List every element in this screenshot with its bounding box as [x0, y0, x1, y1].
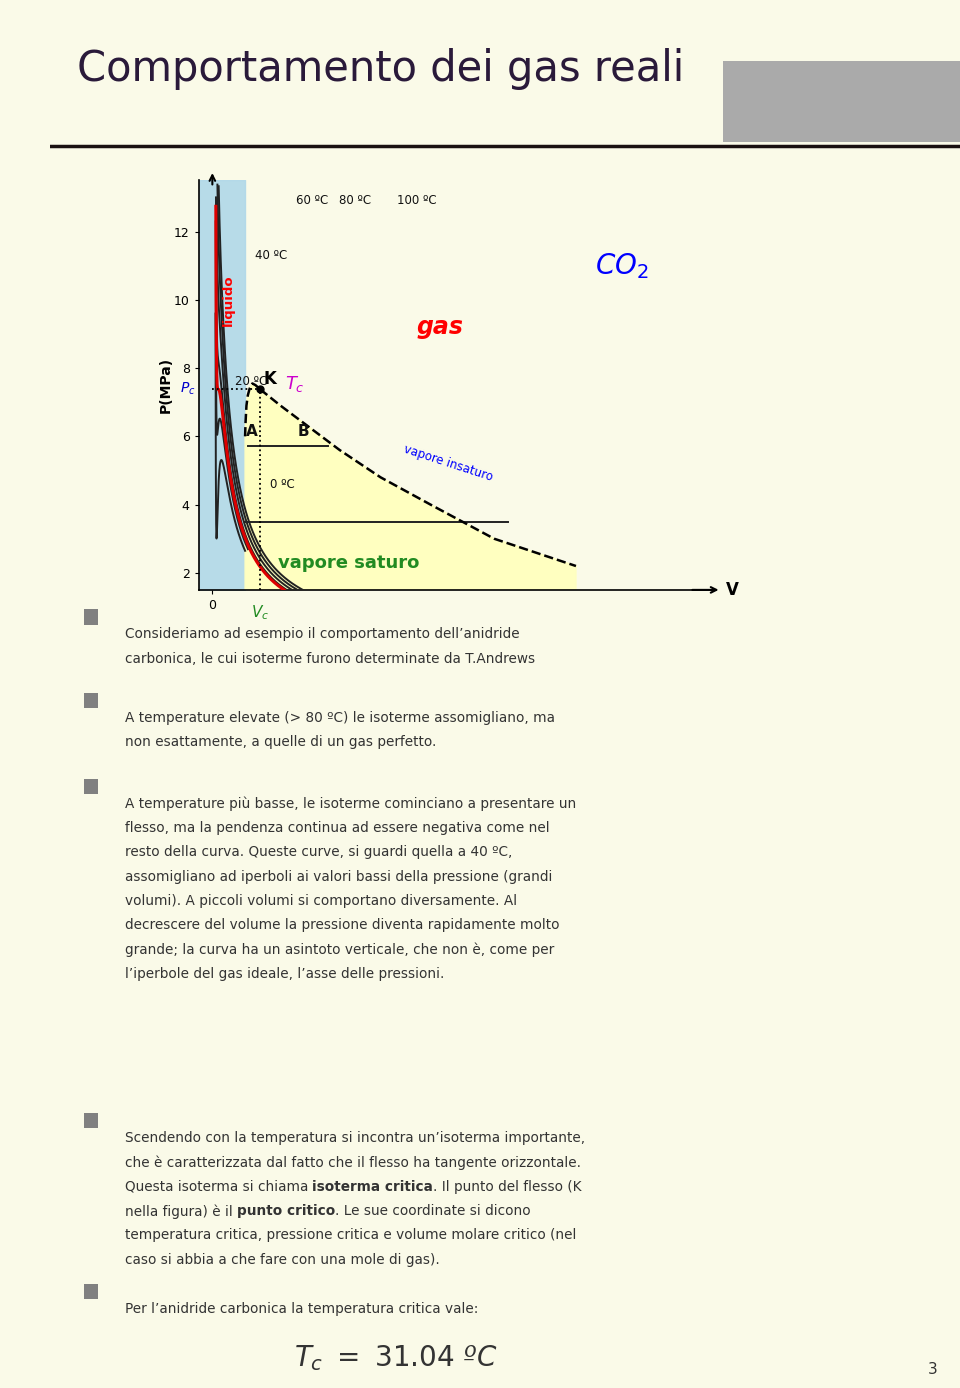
Text: Consideriamo ad esempio il comportamento dell’anidride: Consideriamo ad esempio il comportamento…: [125, 627, 519, 641]
Text: 60 ºC: 60 ºC: [297, 194, 328, 207]
Text: . Le sue coordinate si dicono: . Le sue coordinate si dicono: [335, 1205, 531, 1219]
FancyBboxPatch shape: [84, 693, 98, 708]
Text: flesso, ma la pendenza continua ad essere negativa come nel: flesso, ma la pendenza continua ad esser…: [125, 822, 549, 836]
Text: vapore insaturo: vapore insaturo: [402, 443, 495, 484]
Text: Per l’anidride carbonica la temperatura critica vale:: Per l’anidride carbonica la temperatura …: [125, 1302, 478, 1316]
FancyBboxPatch shape: [84, 779, 98, 794]
Text: A temperature elevate (> 80 ºC) le isoterme assomigliano, ma: A temperature elevate (> 80 ºC) le isote…: [125, 711, 555, 725]
Y-axis label: P(MPa): P(MPa): [158, 357, 173, 414]
Text: nella figura) è il: nella figura) è il: [125, 1205, 237, 1219]
Text: vapore saturo: vapore saturo: [278, 554, 420, 572]
FancyBboxPatch shape: [724, 61, 960, 142]
Text: 40 ºC: 40 ºC: [255, 248, 288, 262]
Text: V: V: [726, 582, 739, 598]
Text: punto critico: punto critico: [237, 1205, 335, 1219]
Text: gas: gas: [416, 315, 463, 339]
Text: $CO_2$: $CO_2$: [594, 251, 648, 280]
Text: 0 ºC: 0 ºC: [271, 477, 295, 490]
Text: l’iperbole del gas ideale, l’asse delle pressioni.: l’iperbole del gas ideale, l’asse delle …: [125, 966, 444, 981]
Text: temperatura critica, pressione critica e volume molare critico (nel: temperatura critica, pressione critica e…: [125, 1228, 576, 1242]
FancyBboxPatch shape: [84, 1113, 98, 1128]
Text: volumi). A piccoli volumi si comportano diversamente. Al: volumi). A piccoli volumi si comportano …: [125, 894, 516, 908]
Text: Questa isoterma si chiama: Questa isoterma si chiama: [125, 1180, 312, 1194]
Text: Comportamento dei gas reali: Comportamento dei gas reali: [77, 49, 684, 90]
Text: $T_c\ =\ 31.04\ ºC$: $T_c\ =\ 31.04\ ºC$: [294, 1344, 497, 1373]
Text: B: B: [298, 423, 309, 439]
Text: caso si abbia a che fare con una mole di gas).: caso si abbia a che fare con una mole di…: [125, 1253, 440, 1267]
Text: carbonica, le cui isoterme furono determinate da T.Andrews: carbonica, le cui isoterme furono determ…: [125, 652, 535, 666]
Text: che è caratterizzata dal fatto che il flesso ha tangente orizzontale.: che è caratterizzata dal fatto che il fl…: [125, 1155, 581, 1170]
Text: K: K: [264, 371, 276, 389]
Text: 80 ºC: 80 ºC: [340, 194, 372, 207]
Text: $T_c$: $T_c$: [285, 375, 305, 394]
Text: 20 ºC: 20 ºC: [235, 375, 267, 389]
Text: Scendendo con la temperatura si incontra un’isoterma importante,: Scendendo con la temperatura si incontra…: [125, 1131, 585, 1145]
Text: decrescere del volume la pressione diventa rapidamente molto: decrescere del volume la pressione diven…: [125, 919, 559, 933]
Polygon shape: [245, 383, 576, 590]
FancyBboxPatch shape: [84, 1284, 98, 1299]
Text: 100 ºC: 100 ºC: [397, 194, 437, 207]
Text: $V_c$: $V_c$: [251, 604, 269, 622]
Text: assomigliano ad iperboli ai valori bassi della pressione (grandi: assomigliano ad iperboli ai valori bassi…: [125, 869, 552, 884]
Text: . Il punto del flesso (K: . Il punto del flesso (K: [433, 1180, 582, 1194]
Text: A temperature più basse, le isoterme cominciano a presentare un: A temperature più basse, le isoterme com…: [125, 797, 576, 811]
FancyBboxPatch shape: [84, 609, 98, 625]
Text: isoterma critica: isoterma critica: [312, 1180, 433, 1194]
Text: liquido: liquido: [222, 273, 235, 326]
Text: 3: 3: [927, 1362, 937, 1377]
Text: A: A: [246, 423, 258, 439]
Text: $P_c$: $P_c$: [180, 382, 195, 397]
Text: resto della curva. Queste curve, si guardi quella a 40 ºC,: resto della curva. Queste curve, si guar…: [125, 845, 512, 859]
Text: non esattamente, a quelle di un gas perfetto.: non esattamente, a quelle di un gas perf…: [125, 736, 436, 750]
Text: grande; la curva ha un asintoto verticale, che non è, come per: grande; la curva ha un asintoto vertical…: [125, 942, 554, 956]
